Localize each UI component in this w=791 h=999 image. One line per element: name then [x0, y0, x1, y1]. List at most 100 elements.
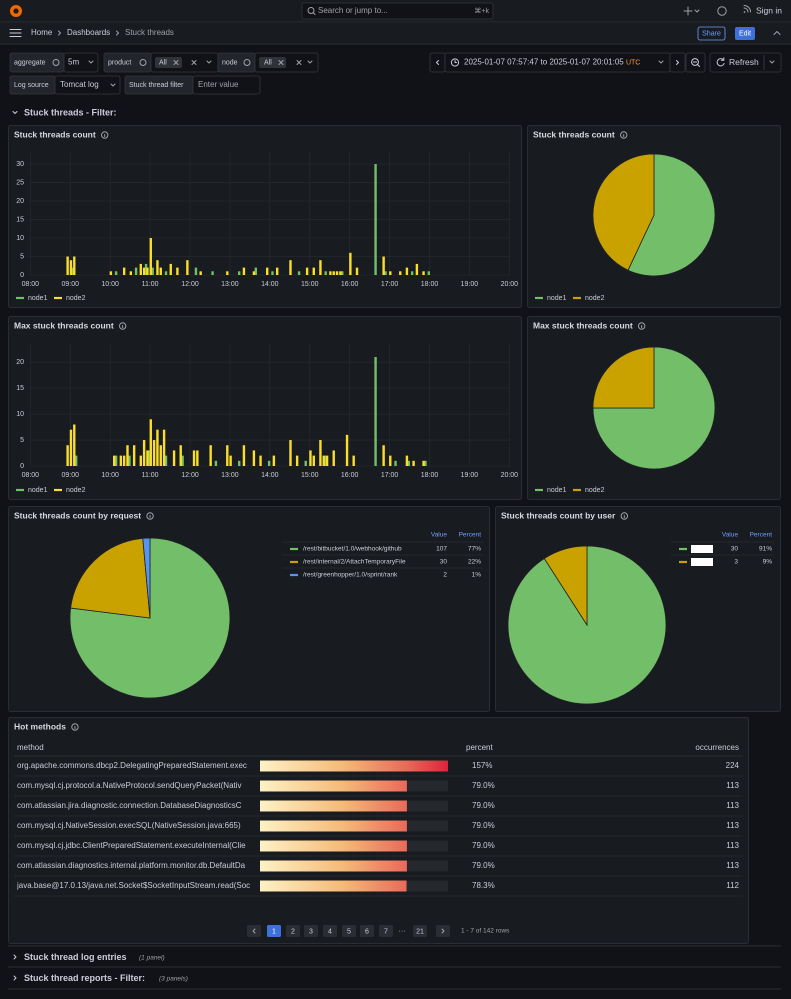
text-input[interactable]: [192, 75, 261, 95]
dropdown-icon[interactable]: [769, 60, 775, 64]
row-toggle[interactable]: [13, 975, 17, 981]
x-tick-label: 20:00: [501, 281, 519, 288]
remove-icon[interactable]: [278, 60, 284, 65]
news-icon[interactable]: [743, 5, 751, 13]
share-button[interactable]: [697, 26, 726, 41]
row-title[interactable]: Stuck thread log entries: [24, 952, 127, 962]
remove-icon[interactable]: [173, 60, 179, 65]
page-button[interactable]: [304, 925, 318, 937]
bar: [345, 434, 349, 466]
page-button[interactable]: [323, 925, 337, 937]
gauge-bar: [260, 820, 407, 832]
bar: [226, 271, 229, 275]
page-button-label: 21: [416, 928, 424, 935]
pie-slice: [142, 537, 151, 619]
pie-slice: [627, 153, 716, 277]
info-icon: [620, 512, 629, 520]
row-toggle[interactable]: [13, 954, 17, 960]
bar: [289, 440, 292, 466]
dropdown-icon: [110, 83, 116, 87]
time-back-button[interactable]: [429, 52, 446, 73]
page-button[interactable]: [379, 925, 393, 937]
x-tick-label: 16:00: [341, 472, 359, 479]
occurrences-cell: 113: [726, 841, 739, 850]
bar: [164, 455, 168, 466]
help-icon[interactable]: [717, 6, 727, 16]
time-range: 2025-01-07 07:57:47 to 2025-01-07 20:01:…: [464, 58, 640, 67]
legend-label: node2: [66, 295, 86, 302]
page-button[interactable]: [286, 925, 300, 937]
bar: [305, 267, 309, 275]
variable-select[interactable]: [63, 52, 99, 73]
bar: [424, 460, 427, 466]
page-prev[interactable]: [247, 925, 261, 937]
row-title[interactable]: Stuck thread reports - Filter:: [24, 973, 145, 983]
time-forward-button[interactable]: [669, 52, 686, 73]
x-tick-label: 08:00: [22, 472, 40, 479]
legend-percent: 22%: [468, 559, 481, 566]
page-button[interactable]: [360, 925, 374, 937]
zoom-icon: [691, 58, 699, 66]
breadcrumb[interactable]: Dashboards: [67, 28, 110, 37]
pie-slice: [70, 537, 151, 619]
method-cell: com.atlassian.diagnostics.internal.platf…: [17, 861, 246, 870]
x-tick-label: 19:00: [461, 472, 479, 479]
occurrences-cell: 113: [726, 821, 739, 830]
x-tick-label: 14:00: [261, 472, 279, 479]
bar: [199, 271, 202, 275]
bar: [69, 260, 73, 275]
page-button[interactable]: [413, 925, 427, 937]
breadcrumb[interactable]: Home: [31, 28, 53, 37]
clear-icon[interactable]: [191, 60, 197, 65]
page-button-label: 7: [384, 928, 388, 935]
bar: [156, 260, 159, 275]
bar: [172, 450, 176, 466]
page-button[interactable]: [267, 925, 281, 937]
page-summary: 1 - 7 of 142 rows: [461, 928, 510, 935]
time-zone: UTC: [626, 59, 640, 66]
y-tick-label: 30: [16, 161, 24, 168]
method-cell: org.apache.commons.dbcp2.DelegatingPrepa…: [17, 761, 247, 770]
row-toggle[interactable]: [12, 111, 18, 114]
info-icon: [52, 59, 60, 66]
menu-icon[interactable]: [9, 29, 22, 37]
panel: Stuck threads count node1 node2: [527, 125, 781, 308]
percent-cell: 79.0%: [472, 841, 495, 850]
info-icon: [146, 512, 154, 520]
search-box[interactable]: [301, 2, 494, 20]
bar: [267, 460, 271, 466]
percent-cell: 157%: [472, 761, 492, 770]
bar: [332, 450, 335, 466]
bar: [399, 271, 402, 275]
info-icon: [243, 59, 251, 66]
sign-in[interactable]: Sign in: [756, 5, 782, 15]
bar: [148, 450, 151, 466]
bar: [192, 450, 196, 466]
legend-label-redacted: [691, 558, 713, 566]
bar: [405, 455, 409, 466]
percent-cell: 79.0%: [472, 781, 495, 790]
collapse-icon[interactable]: [773, 31, 781, 35]
clear-icon[interactable]: [296, 60, 302, 65]
legend-label: node1: [28, 487, 48, 494]
legend-label: node2: [66, 487, 86, 494]
dropdown-icon: [206, 60, 212, 64]
bar: [122, 267, 126, 275]
breadcrumb-separator: [58, 30, 61, 36]
page-next[interactable]: [436, 925, 450, 937]
page-button[interactable]: [342, 925, 356, 937]
bar: [176, 267, 179, 275]
value-pill: [259, 57, 286, 68]
column-header: percent: [466, 743, 493, 752]
bar: [179, 445, 182, 466]
x-tick-label: 08:00: [22, 281, 40, 288]
row-title[interactable]: Stuck threads - Filter:: [24, 107, 117, 117]
edit-button[interactable]: [735, 27, 755, 40]
refresh-button[interactable]: [709, 52, 782, 73]
bar: [211, 271, 214, 275]
add-icon[interactable]: [683, 6, 693, 16]
legend-label-redacted: [691, 545, 713, 553]
bar: [112, 455, 116, 466]
variable-select[interactable]: [54, 75, 121, 95]
panel: Stuck threads count 0 5 10 15 20 25 30 08:00 09:0…: [8, 125, 522, 308]
